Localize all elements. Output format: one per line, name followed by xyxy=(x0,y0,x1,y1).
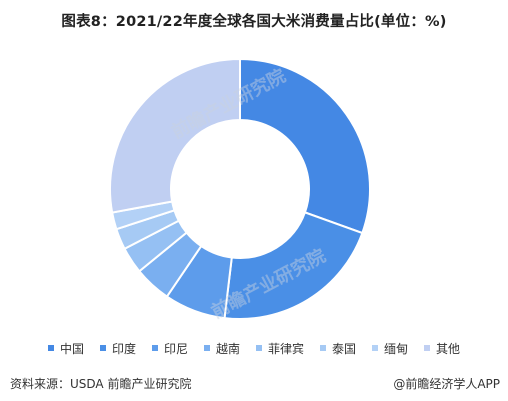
legend-item-7: 缅甸 xyxy=(372,338,408,358)
donut-slices xyxy=(109,57,371,320)
slice-8 xyxy=(109,57,241,214)
brand-credit: @前瞻经济学人APP xyxy=(393,377,500,391)
legend-label: 中国 xyxy=(59,341,84,356)
legend-item-5: 菲律宾 xyxy=(256,338,304,358)
legend-swatch xyxy=(151,345,158,351)
legend-label: 缅甸 xyxy=(384,341,409,356)
legend-swatch xyxy=(256,345,262,351)
legend-label: 越南 xyxy=(215,341,240,356)
source-note: 资料来源：USDA 前瞻产业研究院 xyxy=(10,377,192,391)
slice-2 xyxy=(223,211,364,320)
legend-item-3: 印尼 xyxy=(151,338,188,358)
chart-title: 图表8：2021/22年度全球各国大米消费量占比(单位：%) xyxy=(61,14,447,30)
legend-swatch xyxy=(99,345,106,351)
slice-1 xyxy=(239,57,371,235)
legend-label: 菲律宾 xyxy=(268,341,305,356)
legend-item-1: 中国 xyxy=(47,338,84,358)
chart-legend: 中国 印度 印尼 越南 菲律宾 泰国 缅甸 其他 xyxy=(0,338,508,358)
legend-item-4: 越南 xyxy=(203,338,240,358)
legend-item-8: 其他 xyxy=(424,338,460,358)
legend-item-6: 泰国 xyxy=(320,338,356,358)
legend-label: 泰国 xyxy=(332,341,357,356)
legend-label: 印尼 xyxy=(163,341,188,356)
legend-label: 印度 xyxy=(111,341,136,356)
legend-label: 其他 xyxy=(436,341,461,356)
legend-swatch xyxy=(424,345,431,351)
legend-swatch xyxy=(372,345,379,351)
legend-swatch xyxy=(203,345,210,351)
legend-swatch xyxy=(320,345,327,351)
legend-item-2: 印度 xyxy=(99,338,136,358)
legend-swatch xyxy=(47,345,54,351)
